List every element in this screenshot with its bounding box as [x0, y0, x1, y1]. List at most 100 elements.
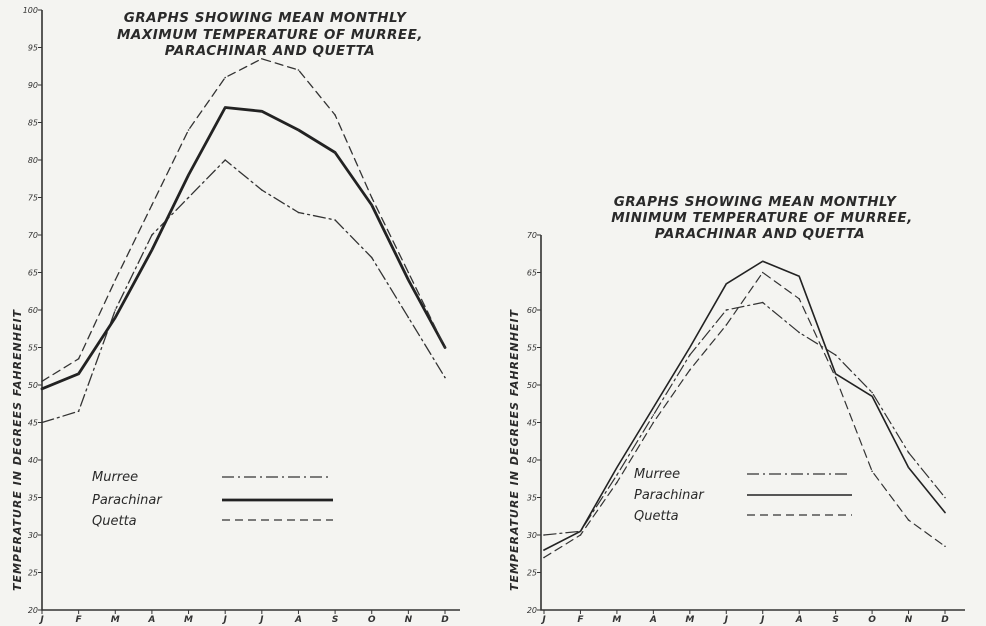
- y-tick-label: 50: [28, 381, 38, 390]
- y-tick-label: 40: [28, 456, 38, 465]
- x-tick-label: N: [405, 615, 413, 625]
- x-tick-label: J: [222, 615, 228, 625]
- data-point-parachinar: [798, 275, 800, 278]
- y-tick-label: 70: [28, 231, 38, 240]
- x-tick-label: A: [795, 615, 803, 625]
- y-tick-label: 55: [527, 344, 537, 353]
- y-tick-label: 50: [527, 381, 537, 390]
- y-tick-label: 90: [28, 81, 38, 90]
- data-point-quetta: [543, 556, 545, 559]
- series-line-murree: [543, 301, 946, 536]
- data-point-quetta: [407, 271, 410, 274]
- data-point-quetta: [297, 69, 300, 71]
- data-point-murree: [334, 219, 336, 221]
- data-point-murree: [41, 421, 43, 424]
- data-point-quetta: [907, 519, 910, 521]
- chart-title-line: MAXIMUM TEMPERATURE OF MURREE,: [117, 27, 423, 43]
- x-tick-label: F: [76, 615, 83, 625]
- min-temperature-chart: GRAPHS SHOWING MEAN MONTHLY MINIMUM TEMP…: [508, 194, 965, 625]
- series-line-parachinar: [543, 260, 946, 551]
- x-tick-label: M: [184, 615, 193, 625]
- data-point-parachinar: [725, 282, 728, 285]
- legend-label-parachinar: Parachinar: [92, 493, 163, 508]
- y-tick-label: 70: [527, 231, 537, 240]
- data-point-murree: [444, 376, 446, 379]
- x-tick-label: S: [332, 615, 338, 625]
- data-point-murree: [151, 234, 153, 236]
- data-point-quetta: [187, 129, 190, 131]
- data-point-murree: [114, 309, 117, 311]
- y-axis-label: TEMPERATURE IN DEGREES FAHRENHEIT: [11, 308, 24, 591]
- max-temperature-chart: GRAPHS SHOWING MEAN MONTHLY MAXIMUM TEMP…: [11, 6, 460, 625]
- data-point-murree: [871, 391, 873, 394]
- data-point-quetta: [224, 76, 226, 79]
- x-tick-label: M: [111, 615, 120, 625]
- y-tick-label: 45: [527, 419, 537, 428]
- data-point-parachinar: [834, 372, 837, 375]
- y-ticks: 20 25 30 35 40 45 50 55 60 65 70: [527, 231, 541, 615]
- legend-label-parachinar: Parachinar: [634, 488, 705, 503]
- legend-label-murree: Murree: [92, 470, 138, 485]
- data-point-parachinar: [370, 204, 373, 206]
- data-point-quetta: [151, 204, 153, 206]
- data-point-quetta: [834, 376, 837, 379]
- data-point-quetta: [334, 114, 336, 116]
- data-point-murree: [798, 331, 800, 334]
- data-point-parachinar: [334, 151, 336, 154]
- y-tick-label: 20: [527, 606, 537, 615]
- data-point-parachinar: [652, 406, 655, 409]
- x-tick-label: O: [868, 615, 876, 625]
- chart-title-line: GRAPHS SHOWING MEAN MONTHLY: [614, 194, 897, 210]
- y-axis-label: TEMPERATURE IN DEGREES FAHRENHEIT: [508, 308, 521, 591]
- x-tick-label: M: [612, 615, 621, 625]
- data-point-parachinar: [41, 387, 43, 390]
- y-tick-label: 65: [527, 269, 537, 278]
- data-point-murree: [907, 451, 910, 454]
- x-tick-label: S: [832, 615, 838, 625]
- x-tick-label: F: [577, 615, 584, 625]
- x-tick-label: A: [294, 615, 302, 625]
- data-point-parachinar: [689, 346, 691, 349]
- data-point-parachinar: [616, 466, 618, 469]
- data-point-quetta: [114, 279, 117, 281]
- series-line-quetta: [543, 271, 946, 559]
- x-tick-label: M: [685, 615, 694, 625]
- data-point-murree: [616, 474, 618, 476]
- data-point-parachinar: [579, 530, 582, 533]
- data-point-parachinar: [871, 395, 873, 398]
- y-tick-label: 95: [28, 44, 38, 53]
- data-point-parachinar: [224, 106, 226, 109]
- series-line-murree: [41, 159, 446, 424]
- data-point-quetta: [444, 346, 446, 349]
- data-point-murree: [761, 301, 764, 304]
- data-point-parachinar: [761, 260, 764, 263]
- data-point-quetta: [616, 481, 618, 484]
- legend: Murree Parachinar Quetta: [92, 470, 333, 529]
- y-tick-label: 35: [527, 494, 537, 503]
- data-point-parachinar: [543, 549, 545, 551]
- data-point-murree: [187, 196, 190, 199]
- x-tick-label: A: [649, 615, 657, 625]
- data-point-parachinar: [944, 511, 946, 514]
- chart-title-line: MINIMUM TEMPERATURE OF MURREE,: [611, 210, 913, 226]
- data-point-quetta: [261, 57, 263, 60]
- x-tick-label: J: [759, 615, 765, 625]
- data-point-quetta: [370, 196, 373, 199]
- axes: [540, 235, 965, 611]
- y-tick-label: 75: [28, 194, 38, 203]
- data-point-quetta: [41, 380, 43, 383]
- y-tick-label: 45: [28, 419, 38, 428]
- data-point-murree: [725, 309, 728, 311]
- data-point-murree: [77, 410, 80, 413]
- y-ticks: 20 25 30 35 40 45 50 55 60 65 70 75 80 85 90 95 100: [23, 6, 42, 615]
- data-point-murree: [407, 316, 410, 319]
- series-lines: [40, 57, 447, 424]
- data-point-quetta: [871, 470, 873, 473]
- data-point-quetta: [725, 324, 728, 326]
- data-point-parachinar: [114, 316, 117, 319]
- x-tick-label: J: [258, 615, 264, 625]
- y-tick-label: 30: [527, 531, 537, 540]
